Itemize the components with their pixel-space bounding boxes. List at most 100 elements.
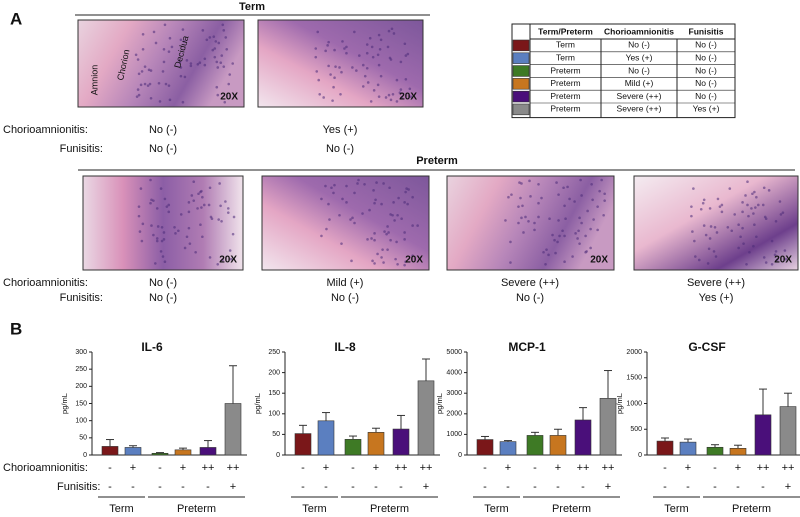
funisitis-mark: - <box>324 481 328 493</box>
nucleus <box>163 23 167 27</box>
nucleus <box>183 246 187 250</box>
nucleus <box>160 226 164 229</box>
nucleus <box>326 44 329 47</box>
nucleus <box>379 38 383 42</box>
table-cell: No (-) <box>695 78 717 88</box>
bar <box>294 433 312 456</box>
y-tick-label: 0 <box>276 452 280 459</box>
nucleus <box>396 213 399 217</box>
bar <box>706 446 724 456</box>
chart-title: G-CSF <box>688 340 725 354</box>
bar <box>779 406 797 456</box>
nucleus <box>751 192 754 196</box>
nucleus <box>190 194 194 197</box>
nucleus <box>150 224 153 227</box>
nucleus <box>386 248 389 251</box>
nucleus <box>411 195 414 199</box>
histology-image <box>446 175 615 271</box>
nucleus <box>596 205 599 208</box>
nucleus <box>167 50 171 53</box>
y-tick-label: 250 <box>268 349 280 356</box>
nucleus <box>537 183 540 186</box>
nucleus <box>382 261 385 264</box>
nucleus <box>694 255 697 258</box>
nucleus <box>333 48 336 52</box>
nucleus <box>774 250 778 253</box>
nucleus <box>713 226 717 229</box>
table-cell: Yes (+) <box>626 52 653 62</box>
nucleus <box>343 47 346 50</box>
nucleus <box>353 30 356 34</box>
magnification: 20X <box>399 92 417 103</box>
bar <box>729 448 747 456</box>
nucleus <box>351 216 354 220</box>
nucleus <box>330 186 333 190</box>
chorioamnionitis-mark: ++ <box>395 462 408 474</box>
group-label: Preterm <box>370 503 409 515</box>
nucleus <box>179 38 183 42</box>
nucleus <box>216 262 220 266</box>
nucleus <box>718 205 722 208</box>
nucleus <box>557 219 560 222</box>
table-cell: Preterm <box>550 104 580 114</box>
nucleus <box>533 221 536 225</box>
y-tick-label: 1500 <box>626 375 642 382</box>
row-label: Chorioamnionitis: <box>3 277 88 289</box>
nucleus <box>222 65 226 68</box>
nucleus <box>156 225 160 228</box>
nucleus <box>181 28 185 31</box>
nucleus <box>702 224 706 227</box>
nucleus <box>152 233 155 237</box>
y-tick-label: 2000 <box>446 411 462 418</box>
nucleus <box>157 81 161 85</box>
nucleus <box>697 258 701 262</box>
nucleus <box>603 199 606 202</box>
nucleus <box>748 250 751 254</box>
nucleus <box>533 228 536 232</box>
nucleus <box>714 255 718 258</box>
nucleus <box>764 261 768 264</box>
table-header: Term/Preterm <box>538 26 593 36</box>
table-cell: Term <box>556 52 575 62</box>
nucleus <box>395 78 399 82</box>
nucleus <box>215 85 219 89</box>
nucleus <box>368 208 371 212</box>
nucleus <box>405 187 408 190</box>
table-header: Chorioamnionitis <box>604 26 674 36</box>
nucleus <box>215 60 219 64</box>
nucleus <box>600 178 603 182</box>
nucleus <box>213 55 217 59</box>
y-tick-label: 0 <box>638 452 642 459</box>
chart-title: IL-6 <box>141 340 163 354</box>
histology-image <box>633 175 799 271</box>
nucleus <box>194 250 197 254</box>
nucleus <box>170 45 174 49</box>
y-tick-label: 0 <box>83 452 87 459</box>
bar <box>224 403 242 456</box>
nucleus <box>527 219 530 223</box>
nucleus <box>741 226 744 230</box>
nucleus <box>325 227 328 231</box>
nucleus <box>545 248 548 251</box>
nucleus <box>159 250 163 253</box>
bar <box>367 432 385 456</box>
nucleus <box>167 84 171 87</box>
nucleus <box>357 178 360 182</box>
nucleus <box>764 217 768 220</box>
nucleus <box>228 73 232 76</box>
magnification: 20X <box>405 255 423 266</box>
nucleus <box>162 231 166 234</box>
nucleus <box>324 49 327 53</box>
row-label: Funisitis: <box>57 481 100 493</box>
chorioamnionitis-value: Severe (++) <box>501 277 559 289</box>
nucleus <box>162 60 166 64</box>
nucleus <box>356 182 359 185</box>
nucleus <box>755 195 758 199</box>
nucleus <box>690 214 693 218</box>
panel-label: B <box>10 319 22 338</box>
nucleus <box>378 47 382 51</box>
chorioamnionitis-mark: - <box>301 462 305 474</box>
y-axis-label: pg/mL <box>615 393 624 414</box>
nucleus <box>345 45 348 49</box>
nucleus <box>563 260 566 264</box>
